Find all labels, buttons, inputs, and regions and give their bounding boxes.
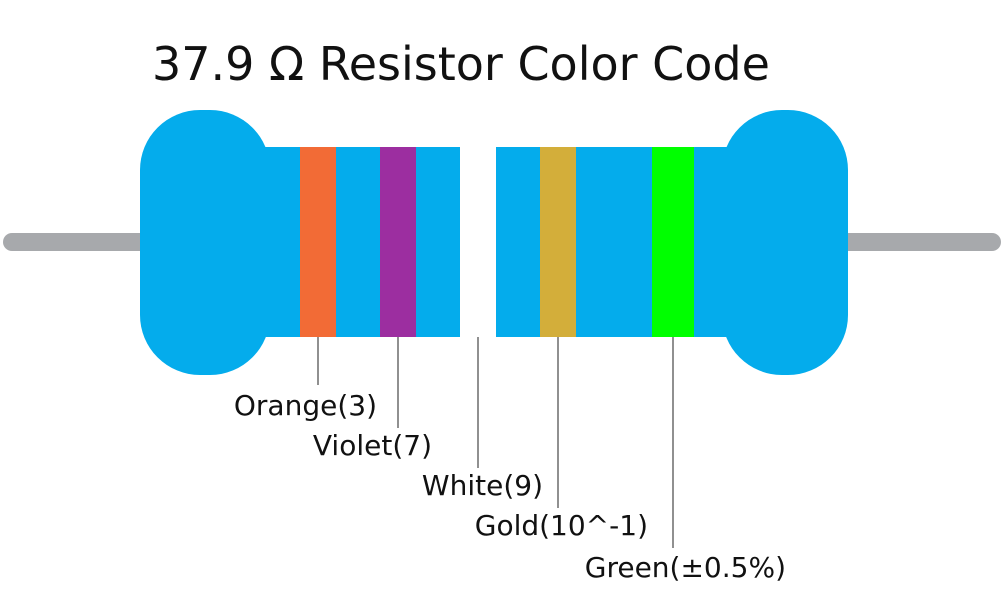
band-label: Orange(3) <box>234 389 377 422</box>
color-band <box>300 147 336 337</box>
color-band <box>380 147 416 337</box>
end-cap-left <box>140 110 270 375</box>
title: 37.9 Ω Resistor Color Code <box>152 37 770 91</box>
band-label: Green(±0.5%) <box>585 551 786 584</box>
band-label: Violet(7) <box>313 429 432 462</box>
color-band <box>460 147 496 337</box>
color-band <box>652 147 694 337</box>
color-band <box>540 147 576 337</box>
band-label: Gold(10^-1) <box>475 509 648 542</box>
end-cap-right <box>722 110 848 375</box>
band-label: White(9) <box>422 469 543 502</box>
